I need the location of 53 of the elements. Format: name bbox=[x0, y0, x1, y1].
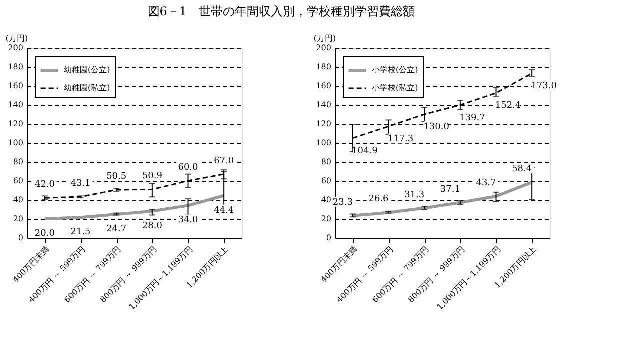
y-tick-label: 140 bbox=[8, 100, 24, 110]
data-label: 34.0 bbox=[178, 216, 199, 226]
data-label: 44.4 bbox=[214, 206, 234, 216]
y-tick-label: 80 bbox=[13, 158, 24, 166]
legend-label: 小学校(私立) bbox=[372, 84, 418, 92]
text: 図6－1 世帯の年間収入別，学校種別学習費総額 bbox=[148, 4, 416, 18]
y-tick-label: 20 bbox=[13, 214, 24, 224]
y-tick-label: 200 bbox=[8, 44, 24, 52]
y-tick-label: 200 bbox=[316, 44, 332, 52]
y-tick-label: 20 bbox=[321, 214, 332, 224]
data-label: 50.5 bbox=[106, 172, 127, 182]
data-label: 43.1 bbox=[70, 179, 91, 190]
y-tick-label: 160 bbox=[316, 82, 332, 90]
data-label: 42.0 bbox=[34, 180, 56, 190]
y-tick-label: 0 bbox=[18, 234, 24, 242]
y-tick-label: 60 bbox=[13, 176, 24, 186]
y-tick-label: 140 bbox=[316, 100, 332, 110]
y-tick-label: 120 bbox=[316, 120, 332, 128]
y-tick-label: 40 bbox=[321, 196, 332, 204]
data-label: 50.9 bbox=[142, 172, 163, 182]
data-label: 104.9 bbox=[352, 146, 378, 156]
y-tick-label: 180 bbox=[8, 62, 24, 72]
data-label: 130.0 bbox=[424, 122, 450, 132]
y-tick-label: 80 bbox=[321, 158, 332, 166]
data-label: 152.4 bbox=[495, 101, 522, 112]
y-tick-label: 60 bbox=[321, 176, 332, 186]
data-label: 67.0 bbox=[214, 156, 234, 166]
data-label: 37.1 bbox=[440, 184, 460, 195]
data-label: 139.7 bbox=[460, 113, 486, 124]
data-label: 20.0 bbox=[34, 229, 56, 239]
legend-label: 小学校(公立) bbox=[372, 66, 418, 74]
data-label: 31.3 bbox=[404, 190, 425, 200]
y-axis-title: (万円) bbox=[6, 34, 28, 43]
data-label: 43.7 bbox=[476, 178, 497, 188]
data-label: 23.3 bbox=[332, 198, 354, 208]
data-label: 60.0 bbox=[178, 163, 199, 173]
y-axis-title: (万円) bbox=[314, 34, 336, 43]
y-tick-label: 100 bbox=[316, 138, 332, 148]
y-tick-label: 40 bbox=[13, 196, 24, 204]
y-tick-label: 180 bbox=[316, 62, 332, 72]
data-label: 24.7 bbox=[106, 224, 127, 235]
data-label: 173.0 bbox=[531, 82, 558, 92]
data-label: 21.5 bbox=[70, 228, 92, 238]
y-tick-label: 120 bbox=[8, 120, 24, 128]
data-label: 26.6 bbox=[368, 194, 390, 205]
y-tick-label: 160 bbox=[8, 82, 24, 90]
legend-label: 幼稚園(私立) bbox=[64, 84, 110, 92]
data-label: 117.3 bbox=[388, 134, 414, 145]
y-tick-label: 100 bbox=[8, 138, 24, 148]
data-label: 28.0 bbox=[142, 221, 163, 232]
data-label: 58.4 bbox=[512, 164, 532, 175]
legend-label: 幼稚園(公立) bbox=[64, 66, 110, 74]
y-tick-label: 0 bbox=[326, 234, 332, 242]
